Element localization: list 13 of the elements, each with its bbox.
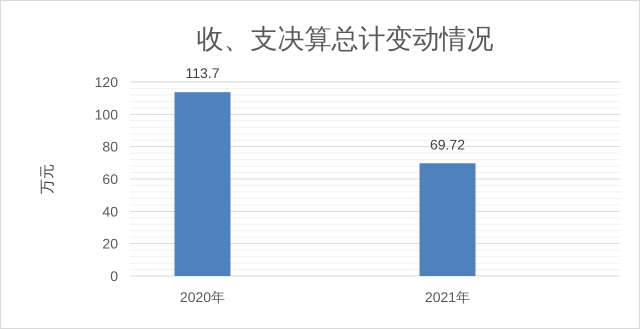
data-label: 69.72 [430,136,466,152]
y-tick-label: 80 [102,138,118,155]
chart-title: 收、支决算总计变动情况 [196,24,494,54]
y-axis-title: 万元 [39,164,56,194]
y-tick-label: 60 [102,171,118,187]
data-label: 113.7 [186,65,220,82]
x-tick-label: 2020年 [180,289,226,305]
y-tick-label: 20 [102,236,118,252]
y-tick-label: 120 [94,74,118,90]
y-tick-label: 100 [94,106,118,122]
y-tick-label: 40 [102,203,118,220]
y-tick-label: 0 [110,268,118,284]
x-tick-label: 2021年 [424,289,470,305]
